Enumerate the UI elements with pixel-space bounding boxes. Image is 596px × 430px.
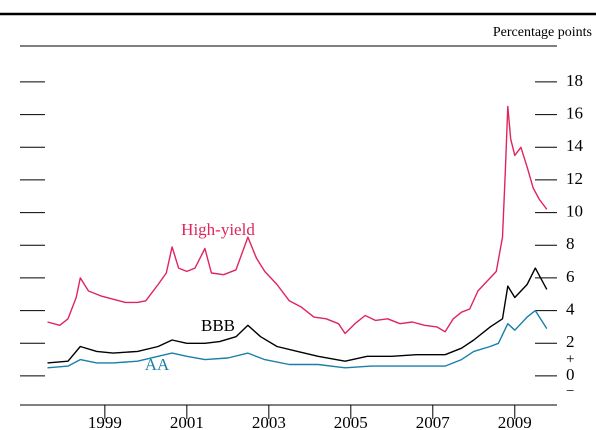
y-tick-label: 14 xyxy=(566,136,584,155)
y-tick-label: 0 xyxy=(566,365,575,384)
y-axis-label: Percentage points xyxy=(493,25,592,40)
series-line xyxy=(47,267,548,364)
series-label: High-yield xyxy=(181,220,255,239)
y-tick-label: 18 xyxy=(566,71,583,90)
sign-label: − xyxy=(566,383,574,399)
x-tick-label: 2007 xyxy=(416,413,451,430)
y-tick-label: 4 xyxy=(566,300,575,319)
series-label: AA xyxy=(145,355,170,374)
x-tick-label: 2003 xyxy=(252,413,286,430)
series-line xyxy=(47,309,548,369)
y-tick-label: 12 xyxy=(566,169,583,188)
sign-label: + xyxy=(566,351,574,367)
y-tick-label: 16 xyxy=(566,104,583,123)
x-tick-label: 2005 xyxy=(334,413,368,430)
x-tick-label: 1999 xyxy=(88,413,122,430)
x-tick-label: 2001 xyxy=(170,413,204,430)
y-tick-label: 6 xyxy=(566,267,575,286)
x-tick-label: 2009 xyxy=(498,413,532,430)
y-tick-label: 8 xyxy=(566,234,575,253)
series-line xyxy=(47,105,548,335)
y-tick-label: 2 xyxy=(566,332,575,351)
series-label: BBB xyxy=(201,316,235,335)
y-tick-label: 10 xyxy=(566,202,583,221)
